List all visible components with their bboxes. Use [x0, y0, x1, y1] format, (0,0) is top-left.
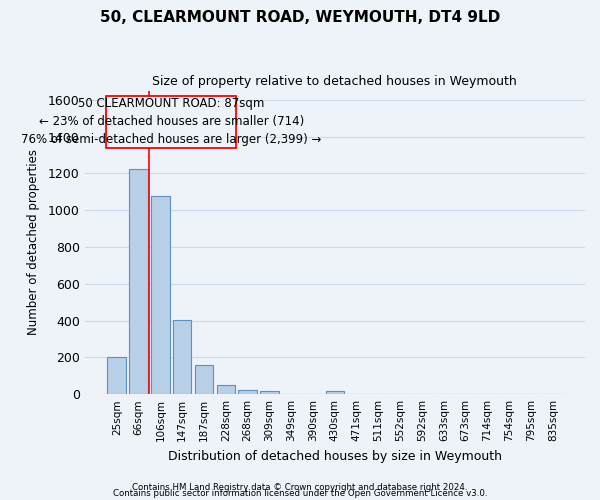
Title: Size of property relative to detached houses in Weymouth: Size of property relative to detached ho… — [152, 75, 517, 88]
Bar — [195, 364, 213, 394]
Text: 50, CLEARMOUNT ROAD, WEYMOUTH, DT4 9LD: 50, CLEARMOUNT ROAD, WEYMOUTH, DT4 9LD — [100, 10, 500, 25]
Y-axis label: Number of detached properties: Number of detached properties — [26, 150, 40, 336]
Text: 50 CLEARMOUNT ROAD: 87sqm
← 23% of detached houses are smaller (714)
76% of semi: 50 CLEARMOUNT ROAD: 87sqm ← 23% of detac… — [21, 98, 322, 146]
Text: Contains public sector information licensed under the Open Government Licence v3: Contains public sector information licen… — [113, 490, 487, 498]
Bar — [107, 358, 126, 394]
Text: Contains HM Land Registry data © Crown copyright and database right 2024.: Contains HM Land Registry data © Crown c… — [132, 484, 468, 492]
Bar — [173, 320, 191, 394]
Bar — [326, 391, 344, 394]
Bar — [129, 169, 148, 394]
Bar — [238, 390, 257, 394]
FancyBboxPatch shape — [106, 96, 236, 148]
X-axis label: Distribution of detached houses by size in Weymouth: Distribution of detached houses by size … — [168, 450, 502, 462]
Bar — [260, 391, 279, 394]
Bar — [217, 385, 235, 394]
Bar — [151, 196, 170, 394]
